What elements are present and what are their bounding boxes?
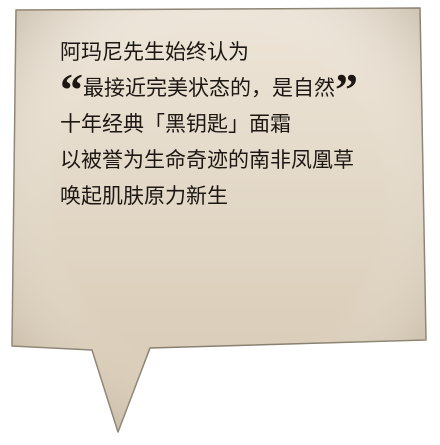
close-quote-mark: ” (335, 64, 358, 115)
slogan-line-5: 唤起肌肤原力新生 (60, 184, 228, 208)
slogan-line-4: 以被誉为生命奇迹的南非凤凰草 (60, 148, 354, 172)
slogan-line-2: “最接近完美状态的，是自然” (60, 67, 420, 113)
slogan-text-block: 阿玛尼先生始终认为 “最接近完美状态的，是自然” 十年经典「黑钥匙」面霜 以被誉… (60, 34, 420, 214)
slogan-line-1: 阿玛尼先生始终认为 (60, 40, 249, 64)
slogan-line-2-text: 最接近完美状态的，是自然 (83, 76, 335, 100)
open-quote-mark: “ (60, 64, 83, 115)
slogan-line-3: 十年经典「黑钥匙」面霜 (60, 112, 291, 136)
